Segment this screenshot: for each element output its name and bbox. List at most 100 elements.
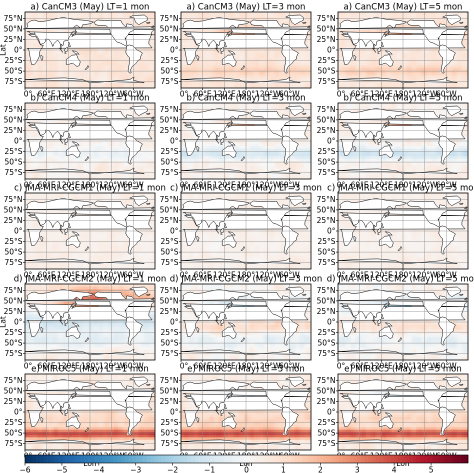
field-cell xyxy=(144,47,147,51)
field-cell xyxy=(64,14,67,18)
field-cell xyxy=(42,156,45,159)
field-cell xyxy=(390,75,393,79)
field-cell xyxy=(228,85,232,88)
field-cell xyxy=(96,12,99,15)
field-cell xyxy=(83,12,86,15)
field-cell xyxy=(306,82,310,86)
field-cell xyxy=(118,163,121,167)
field-cell xyxy=(92,82,95,86)
field-cell xyxy=(465,19,468,23)
field-cell xyxy=(152,19,155,23)
field-cell xyxy=(254,77,258,81)
field-cell xyxy=(27,67,30,71)
field-cell xyxy=(27,166,30,170)
field-cell xyxy=(46,163,50,167)
field-cell xyxy=(126,12,130,15)
field-cell xyxy=(272,67,275,71)
field-cell xyxy=(146,52,149,56)
field-cell xyxy=(215,70,219,74)
field-cell xyxy=(374,50,378,53)
field-cell xyxy=(370,82,373,86)
field-cell xyxy=(150,135,154,139)
field-cell xyxy=(25,19,28,23)
field-cell xyxy=(248,72,251,76)
field-cell xyxy=(429,14,432,18)
field-cell xyxy=(383,85,386,88)
field-cell xyxy=(35,103,39,106)
field-cell xyxy=(183,72,186,76)
field-cell xyxy=(398,65,402,68)
field-cell xyxy=(144,153,147,157)
field-cell xyxy=(113,151,117,154)
field-cell xyxy=(42,161,45,165)
field-cell xyxy=(118,138,121,142)
field-cell xyxy=(383,47,386,51)
field-cell xyxy=(304,72,307,76)
field-cell xyxy=(243,24,247,28)
field-cell xyxy=(77,85,80,88)
field-cell xyxy=(105,103,108,106)
field-cell xyxy=(94,70,97,74)
field-cell xyxy=(25,57,28,61)
field-cell xyxy=(94,60,97,63)
field-cell xyxy=(338,44,341,48)
field-cell xyxy=(413,72,417,76)
field-cell xyxy=(196,85,199,88)
field-cell xyxy=(429,70,432,74)
field-cell xyxy=(353,85,356,88)
field-cell xyxy=(396,24,399,28)
field-cell xyxy=(146,24,149,28)
field-cell xyxy=(53,65,56,68)
field-cell xyxy=(185,44,188,48)
field-cell xyxy=(142,115,145,119)
field-cell xyxy=(243,70,247,74)
field-cell xyxy=(44,60,47,63)
field-cell xyxy=(144,75,147,79)
field-cell xyxy=(385,52,389,56)
field-cell xyxy=(226,12,229,15)
field-cell xyxy=(220,105,223,109)
field-cell xyxy=(370,67,373,71)
field-cell xyxy=(109,72,112,76)
field-cell xyxy=(40,105,43,109)
field-cell xyxy=(398,57,402,61)
field-cell xyxy=(243,32,247,36)
field-cell xyxy=(118,82,121,86)
field-cell xyxy=(254,12,258,15)
field-cell xyxy=(198,103,201,106)
field-cell xyxy=(300,72,303,76)
field-cell xyxy=(280,57,284,61)
field-cell xyxy=(148,52,151,56)
field-cell xyxy=(353,75,356,79)
field-cell xyxy=(146,168,149,172)
field-cell xyxy=(300,82,303,86)
field-cell xyxy=(124,47,128,51)
field-cell xyxy=(426,82,430,86)
field-cell xyxy=(38,151,41,154)
field-cell xyxy=(111,143,115,147)
field-cell xyxy=(418,77,421,81)
field-cell xyxy=(98,163,102,167)
field-cell xyxy=(304,12,307,15)
field-cell xyxy=(426,12,430,15)
field-cell xyxy=(81,72,84,76)
field-cell xyxy=(256,85,260,88)
field-cell xyxy=(129,163,132,167)
field-cell xyxy=(150,141,154,144)
field-cell xyxy=(289,19,292,23)
y-tick-label: 75°N xyxy=(160,14,179,23)
field-cell xyxy=(98,156,102,159)
field-cell xyxy=(361,75,365,79)
field-cell xyxy=(77,163,80,167)
field-cell xyxy=(446,24,449,28)
field-cell xyxy=(94,176,97,179)
field-cell xyxy=(94,77,97,81)
field-cell xyxy=(272,82,275,86)
field-cell xyxy=(113,67,117,71)
field-cell xyxy=(250,24,253,28)
field-cell xyxy=(148,130,151,134)
field-cell xyxy=(68,82,71,86)
field-cell xyxy=(44,156,47,159)
field-cell xyxy=(109,173,112,177)
field-cell xyxy=(144,115,147,119)
